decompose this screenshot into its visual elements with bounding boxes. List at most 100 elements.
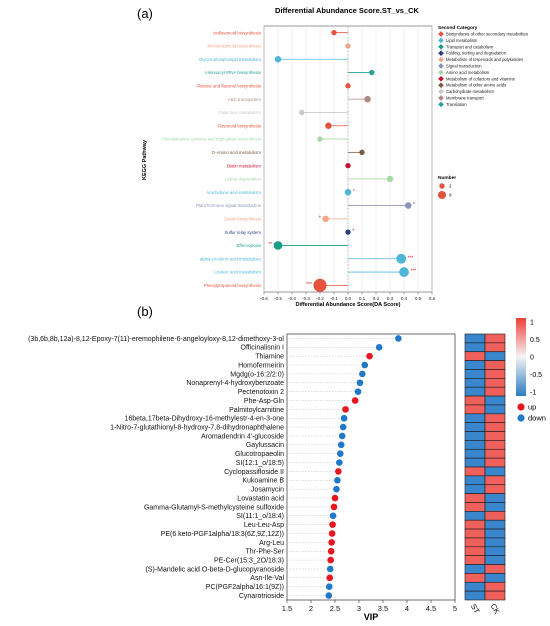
lollipop-point xyxy=(313,278,327,292)
heatmap-cell-st xyxy=(464,511,486,521)
metabolite-label: 16beta,17beta-Dihydroxy-16-methylestr-4-… xyxy=(124,416,284,423)
lollipop-point xyxy=(404,202,412,209)
heatmap-cell-ck xyxy=(484,457,506,468)
legend-category-label: Folding, sorting and degradation xyxy=(446,51,507,56)
legend-down-marker xyxy=(517,414,525,422)
pathway-label: Flavone and flavonol biosynthesis xyxy=(197,83,262,88)
lollipop-point xyxy=(399,267,409,277)
vip-point xyxy=(331,494,339,502)
x-tick-label: 4 xyxy=(405,604,409,613)
legend-swatch xyxy=(438,75,444,82)
x-tick-label: -0.3 xyxy=(302,296,310,301)
pathway-label: Arachidonic acid metabolism xyxy=(206,190,261,195)
panel-a-chart: Differential Abundance Score.ST_vs_CK -0.… xyxy=(142,6,528,308)
legend-swatch xyxy=(438,82,444,89)
legend-size-small-label: 2 xyxy=(449,184,452,189)
x-tick-label: 0.1 xyxy=(359,296,366,301)
legend-category-label: Metabolism of terpenoids and polyketides xyxy=(446,57,523,62)
vip-point xyxy=(338,432,346,440)
lollipop-point xyxy=(274,56,282,63)
pathway-label: Phenylalanine, tyrosine and tryptophan b… xyxy=(162,137,261,142)
pathway-label: Zeatin biosynthesis xyxy=(224,216,261,221)
x-tick-label: -0.2 xyxy=(316,296,324,301)
heatmap-cell-st xyxy=(464,537,486,548)
legend-category-label: Biosynthesis of other secondary metaboli… xyxy=(446,32,528,37)
vip-point xyxy=(337,441,345,449)
heatmap-cell-st xyxy=(464,404,486,415)
heatmap-cell-st xyxy=(464,351,486,361)
x-tick-label: -0.6 xyxy=(260,296,268,301)
metabolite-label: Gaylussacin xyxy=(246,442,284,449)
colorbar-tick-label: -0.5 xyxy=(530,372,542,379)
significance-mark: *** xyxy=(306,282,312,288)
heatmap-cell-ck xyxy=(484,466,506,477)
colorbar-tick-label: 0 xyxy=(530,355,534,362)
metabolite-label: Palmitoylcarnitine xyxy=(229,407,284,414)
heatmap-cell-ck xyxy=(484,502,506,512)
heatmap-cell-ck xyxy=(484,519,506,530)
heatmap-cell-st xyxy=(464,502,486,512)
x-tick-label: -0.5 xyxy=(274,296,282,301)
x-tick-label: 3.5 xyxy=(378,604,388,613)
x-tick-label: 5 xyxy=(453,604,457,613)
metabolite-label: Gamma-Glutamyl-S-methylcysteine sulfoxid… xyxy=(144,504,284,511)
pathway-label: Galactose metabolism xyxy=(218,110,261,115)
legend-swatch xyxy=(438,31,444,37)
metabolite-label: (3b,6b,8b,12a)-8,12-Epoxy-7(11)-eremophi… xyxy=(28,336,284,343)
x-tick-label: -0.4 xyxy=(288,296,296,301)
metabolite-label: PC(PGF2alpha/16:1(9Z)) xyxy=(206,584,284,591)
heatmap-cell-ck xyxy=(484,475,506,486)
heatmap-cell-ck xyxy=(484,386,506,397)
heatmap-cell-st xyxy=(464,484,486,494)
pathway-label: Linoleic acid metabolism xyxy=(214,270,261,275)
metabolite-label: Cynarotrioside xyxy=(239,593,284,600)
legend-swatch xyxy=(438,101,444,108)
metabolite-label: Officinalisnin I xyxy=(241,345,285,352)
vip-point xyxy=(328,530,336,537)
heatmap-cell-st xyxy=(464,386,486,397)
x-tick-label: 3 xyxy=(357,604,361,613)
metabolite-label: 1-Nitro-7-glutathionyl-8-hydroxy-7,8-dih… xyxy=(110,425,284,432)
legend-category-label: Membrane transport xyxy=(446,96,485,101)
colorbar-tick-label: -1 xyxy=(530,390,536,397)
vip-point xyxy=(327,556,334,564)
heatmap-cell-ck xyxy=(484,360,506,370)
vip-point xyxy=(335,468,342,475)
metabolite-label: Leu-Leu-Asp xyxy=(244,522,284,529)
heatmap-cell-st xyxy=(464,448,486,459)
heatmap-cell-st xyxy=(464,590,486,601)
heatmap-cell-st xyxy=(464,528,486,539)
x-tick-label: 0.0 xyxy=(345,296,352,301)
metabolite-label: Mgdg(o-16:2/2:0) xyxy=(230,371,284,378)
legend-up-marker xyxy=(517,403,525,411)
heatmap-cell-ck xyxy=(484,484,506,494)
legend-swatch xyxy=(438,37,444,44)
pathway-label: Glycerophospholipid metabolism xyxy=(199,57,262,62)
lollipop-point xyxy=(344,189,352,196)
heatmap-cell-ck xyxy=(484,493,506,503)
metabolite-label: Cyclopassifloside II xyxy=(224,469,284,476)
significance-mark: *** xyxy=(410,269,416,275)
chart-a-xlabel: Differential Abundance Score(DA Score) xyxy=(295,302,400,308)
x-tick-label: 0.6 xyxy=(429,296,436,301)
heatmap-cell-ck xyxy=(484,369,506,379)
lollipop-point xyxy=(325,122,332,129)
lollipop-point xyxy=(322,215,329,223)
lollipop-point xyxy=(386,175,394,183)
heatmap-cell-st xyxy=(464,546,486,556)
vip-point xyxy=(333,485,340,493)
heatmap-cell-ck xyxy=(484,528,506,539)
vip-point xyxy=(325,583,333,590)
lollipop-point xyxy=(345,229,351,235)
heatmap-cell-st xyxy=(464,493,486,503)
metabolite-label: Kukoamine B xyxy=(242,478,284,485)
lollipop-point xyxy=(317,136,323,142)
legend-swatch xyxy=(438,56,444,63)
heatmap-cell-ck xyxy=(484,378,506,388)
metabolite-label: Lovastatin acid xyxy=(237,495,284,502)
colorbar-tick-label: 1 xyxy=(530,320,534,327)
vip-point xyxy=(359,370,366,378)
vip-point xyxy=(356,379,364,387)
metabolite-label: Glucotropaeolin xyxy=(235,451,284,458)
lollipop-point xyxy=(299,109,305,116)
